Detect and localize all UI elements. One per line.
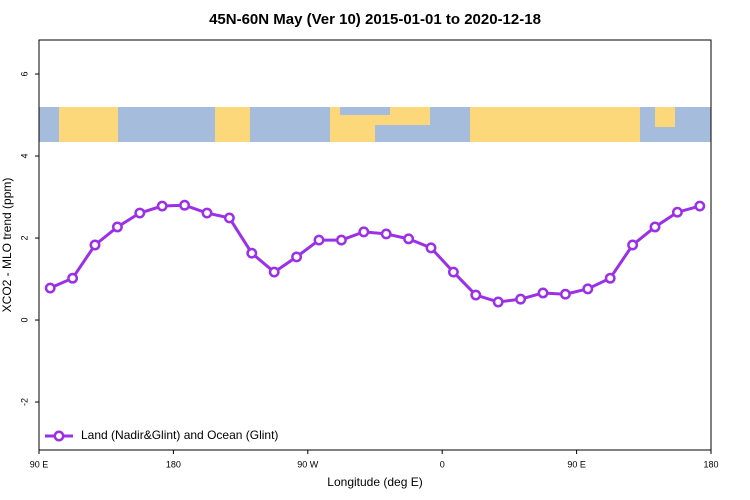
y-tick-label: 6 — [19, 72, 29, 77]
data-point — [604, 272, 616, 284]
y-tick-label: -2 — [19, 398, 29, 406]
data-point — [403, 233, 415, 245]
data-point — [358, 226, 370, 238]
data-point — [156, 200, 168, 212]
data-point — [559, 288, 571, 300]
x-tick-label: 90 E — [567, 459, 586, 469]
data-point — [268, 266, 280, 278]
data-point — [492, 296, 504, 308]
y-tick-label: 0 — [19, 318, 29, 323]
y-tick-label: 4 — [19, 154, 29, 159]
data-point — [313, 234, 325, 246]
data-point — [246, 247, 258, 259]
data-point — [179, 199, 191, 211]
data-point — [470, 289, 482, 301]
data-point — [291, 251, 303, 263]
data-point — [134, 207, 146, 219]
data-point — [89, 239, 101, 251]
x-axis-label: Longitude (deg E) — [327, 475, 422, 489]
plot-frame — [38, 39, 712, 451]
x-tick-label: 90 W — [297, 459, 319, 469]
data-point — [671, 206, 683, 218]
chart-title: 45N-60N May (Ver 10) 2015-01-01 to 2020-… — [209, 11, 541, 28]
data-point — [582, 283, 594, 295]
legend-marker — [53, 430, 65, 442]
legend-label: Land (Nadir&Glint) and Ocean (Glint) — [81, 428, 278, 442]
map-strip — [39, 107, 711, 142]
x-tick-label: 90 E — [30, 459, 49, 469]
data-point — [515, 293, 527, 305]
data-point — [111, 221, 123, 233]
data-point — [425, 242, 437, 254]
data-point — [223, 212, 235, 224]
y-tick-label: 2 — [19, 236, 29, 241]
x-tick-label: 180 — [166, 459, 181, 469]
data-point — [335, 234, 347, 246]
series-line — [49, 203, 701, 304]
data-point — [627, 239, 639, 251]
data-point — [447, 266, 459, 278]
data-point — [380, 228, 392, 240]
data-point — [201, 207, 213, 219]
data-point — [537, 287, 549, 299]
data-point — [694, 200, 706, 212]
y-axis-label: XCO2 - MLO trend (ppm) — [0, 178, 14, 313]
x-tick-label: 0 — [440, 459, 445, 469]
data-point — [649, 221, 661, 233]
data-point — [44, 282, 56, 294]
x-tick-label: 180 — [703, 459, 718, 469]
data-point — [67, 272, 79, 284]
